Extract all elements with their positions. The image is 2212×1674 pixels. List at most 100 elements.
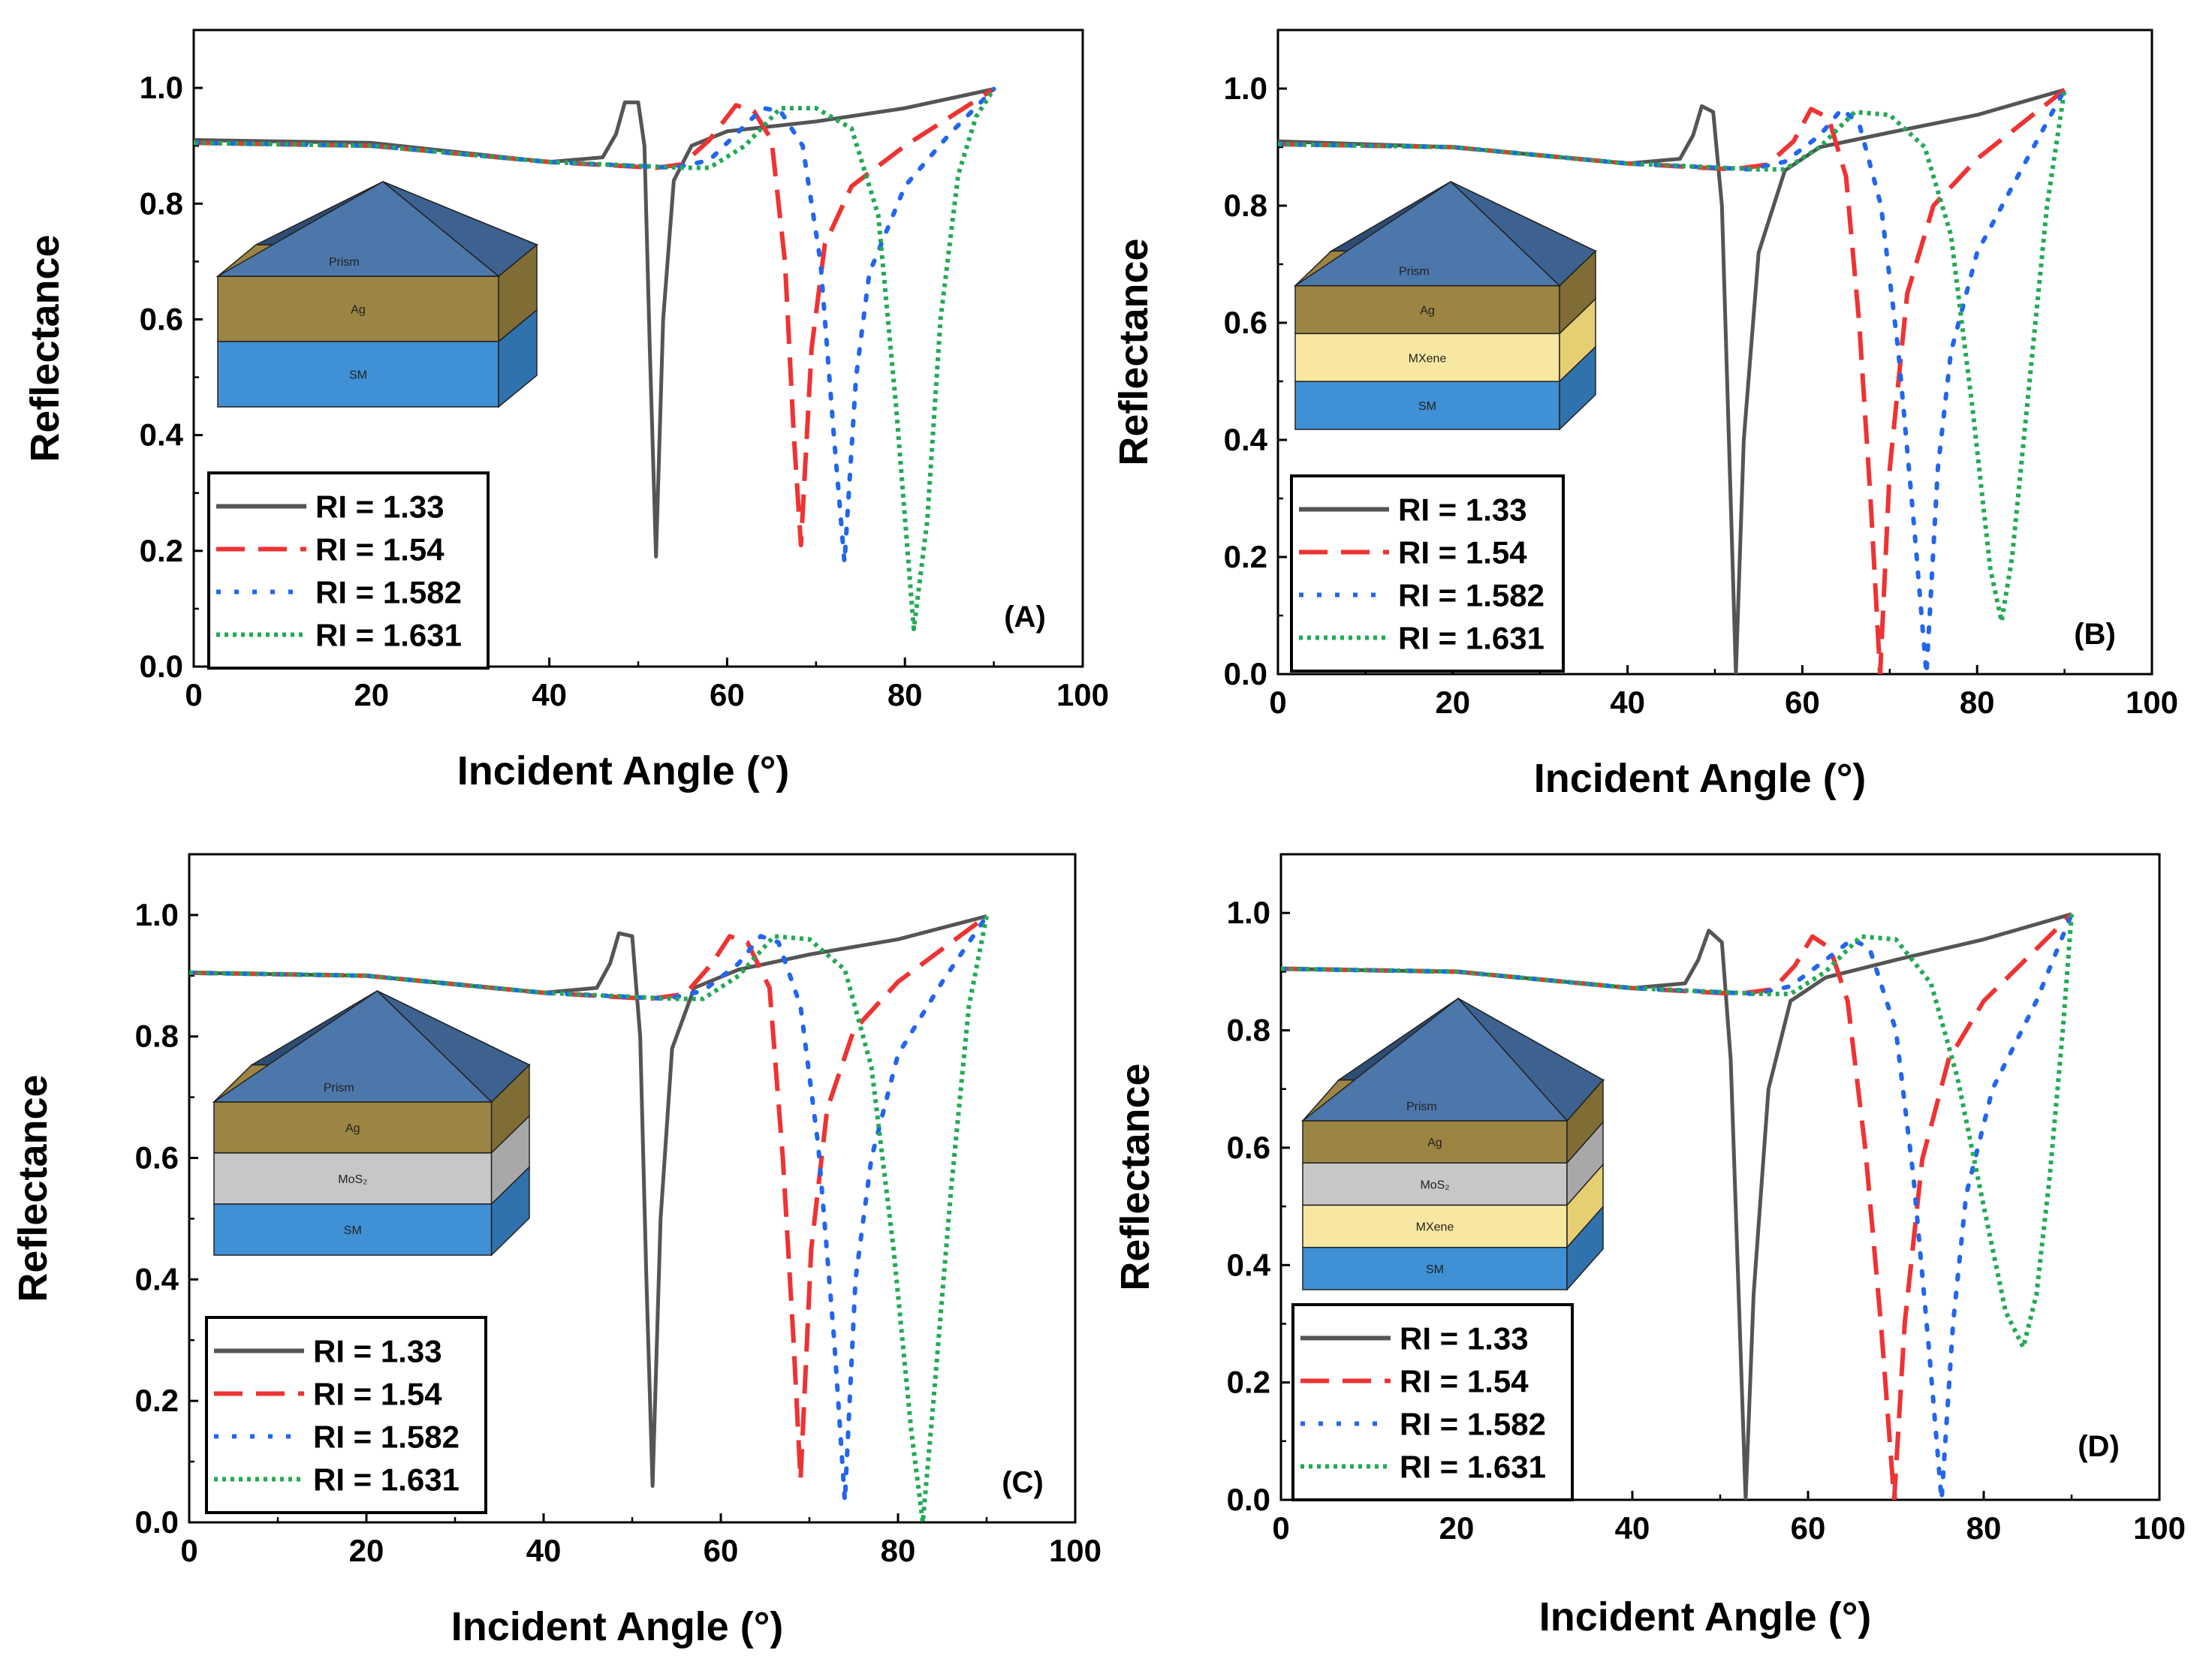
y-tick-label: 0.2 <box>135 1383 179 1418</box>
y-tick-label: 0.2 <box>140 533 183 568</box>
y-tick-label: 1.0 <box>140 70 183 105</box>
legend-entry: RI = 1.582 <box>1400 1407 1546 1442</box>
legend-entry: RI = 1.631 <box>313 1462 460 1498</box>
layer-stack-inset: Ag MoS₂ MXene SM Prism <box>1300 997 1605 1291</box>
layer-front <box>1294 381 1560 430</box>
series-line-2 <box>194 87 996 548</box>
series-line-1 <box>1278 88 2066 674</box>
legend-entry: RI = 1.33 <box>1400 1321 1529 1356</box>
x-tick-label: 100 <box>2126 685 2178 720</box>
layer-label: Ag <box>351 304 366 317</box>
series-line-4 <box>1281 914 2074 1350</box>
x-tick-label: 100 <box>2133 1510 2186 1546</box>
y-tick-label: 0.8 <box>1227 1013 1270 1048</box>
series-line-4 <box>194 87 996 631</box>
x-axis-label: Incident Angle (°) <box>451 1604 784 1649</box>
prism-front-face <box>1293 181 1561 287</box>
legend-entry: RI = 1.582 <box>1398 578 1544 613</box>
y-tick-label: 0.0 <box>140 649 183 684</box>
layer-label: SM <box>1418 400 1436 413</box>
legend-entry: RI = 1.631 <box>315 618 462 653</box>
layer-front <box>1294 333 1560 382</box>
layer-front <box>213 1203 493 1256</box>
y-axis-label: Reflectance <box>1113 1063 1158 1290</box>
y-tick-label: 0.2 <box>1227 1365 1270 1400</box>
layer-front <box>1302 1204 1568 1248</box>
layer-side <box>1559 345 1596 431</box>
x-tick-label: 40 <box>1610 685 1645 720</box>
x-tick-label: 20 <box>354 677 389 712</box>
legend-entry: RI = 1.33 <box>315 489 445 525</box>
x-tick-label: 80 <box>881 1533 916 1568</box>
prism-front-face <box>215 181 501 277</box>
panel-label: (A) <box>1004 601 1046 634</box>
legend-entry: RI = 1.54 <box>1400 1364 1529 1399</box>
series-line-2 <box>189 914 988 1483</box>
layer-stack-inset: Ag SM Prism <box>215 181 539 408</box>
series-line-3 <box>1281 911 2074 1500</box>
legend-entry: RI = 1.54 <box>313 1377 442 1412</box>
layer-label: MoS₂ <box>338 1173 367 1186</box>
chart-panel-a: 0 20 40 60 80 100 0.0 0.2 0.4 0.6 0.8 1.0 Incident A… <box>23 29 1109 793</box>
y-tick-label: 0.8 <box>1224 188 1267 223</box>
legend-entry: RI = 1.33 <box>313 1334 442 1369</box>
x-tick-label: 60 <box>1785 685 1820 720</box>
chart-panel-d: 0 20 40 60 80 100 0.0 0.2 0.4 0.6 0.8 1.0 Incident A… <box>1113 853 2186 1639</box>
x-axis-label: Incident Angle (°) <box>1539 1594 1872 1639</box>
prism-label: Prism <box>1406 1100 1437 1113</box>
x-tick-label: 40 <box>532 677 567 712</box>
series-line-4 <box>1278 89 2067 624</box>
chart-panel-b: 0 20 40 60 80 100 0.0 0.2 0.4 0.6 0.8 1.0 Incident A… <box>1111 29 2178 801</box>
x-tick-label: 100 <box>1056 677 1109 712</box>
y-tick-label: 0.6 <box>140 301 183 336</box>
series-line-1 <box>189 914 987 1488</box>
legend: RI = 1.33 RI = 1.54 RI = 1.582 RI = 1.631 <box>205 1316 487 1514</box>
y-axis-label: Reflectance <box>11 1074 56 1302</box>
y-tick-label: 1.0 <box>135 897 179 932</box>
layer-label: MXene <box>1409 352 1447 365</box>
legend-entry: RI = 1.631 <box>1400 1450 1546 1485</box>
x-tick-label: 40 <box>1615 1510 1650 1546</box>
layer-front <box>213 1101 493 1154</box>
series-line-2 <box>1278 88 2066 674</box>
y-tick-label: 1.0 <box>1227 895 1270 930</box>
x-tick-label: 80 <box>1966 1510 2002 1546</box>
legend-entry: RI = 1.54 <box>315 532 445 568</box>
y-tick-label: 0.2 <box>1224 539 1267 574</box>
x-tick-label: 0 <box>1269 685 1286 720</box>
series-line-1 <box>194 87 995 559</box>
legend: RI = 1.33 RI = 1.54 RI = 1.582 RI = 1.631 <box>207 471 490 670</box>
legend-entry: RI = 1.631 <box>1398 621 1544 656</box>
y-tick-label: 0.8 <box>140 185 183 221</box>
legend: RI = 1.33 RI = 1.54 RI = 1.582 RI = 1.631 <box>1291 1303 1574 1501</box>
layer-label: MoS₂ <box>1420 1179 1449 1191</box>
layer-label: Ag <box>1420 305 1435 318</box>
prism-label: Prism <box>1399 266 1430 278</box>
series-line-1 <box>1281 912 2072 1500</box>
layer-label: Ag <box>345 1122 360 1135</box>
x-tick-label: 0 <box>180 1533 197 1568</box>
y-tick-label: 0.6 <box>1224 305 1267 340</box>
x-tick-label: 20 <box>1439 1510 1475 1546</box>
x-tick-label: 60 <box>710 677 745 712</box>
x-axis-label: Incident Angle (°) <box>1534 756 1867 801</box>
prism-front-face <box>212 990 493 1103</box>
layer-front <box>213 1152 493 1205</box>
layer-front <box>217 341 499 408</box>
prism-label: Prism <box>324 1082 354 1094</box>
layer-label: MXene <box>1416 1221 1454 1234</box>
panel-label: (C) <box>1002 1466 1044 1499</box>
legend-entry: RI = 1.582 <box>315 575 462 610</box>
legend-entry: RI = 1.54 <box>1398 535 1527 571</box>
y-tick-label: 0.4 <box>135 1261 179 1296</box>
y-tick-label: 0.4 <box>140 417 184 453</box>
y-tick-label: 0.8 <box>135 1019 179 1054</box>
legend: RI = 1.33 RI = 1.54 RI = 1.582 RI = 1.631 <box>1290 474 1565 673</box>
y-tick-label: 0.6 <box>135 1140 179 1176</box>
layer-stack-inset: Ag MXene SM Prism <box>1293 181 1597 431</box>
layer-stack-inset: Ag MoS₂ SM Prism <box>212 990 531 1257</box>
x-tick-label: 0 <box>185 677 202 712</box>
x-tick-label: 60 <box>1791 1510 1826 1546</box>
x-tick-label: 80 <box>1960 685 1995 720</box>
